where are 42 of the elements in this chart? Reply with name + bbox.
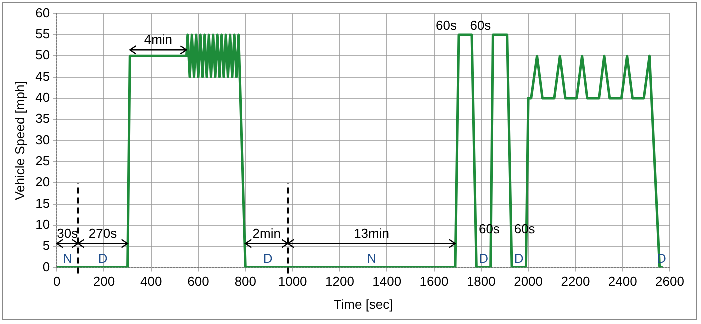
annotation: 30s [57, 226, 79, 241]
x-tick-label: 2200 [561, 274, 590, 290]
x-tick-label: 1800 [466, 274, 496, 290]
annotation: N [367, 250, 376, 266]
y-tick-label: 30 [36, 132, 50, 148]
x-tick-label: 1400 [372, 274, 402, 290]
x-tick-label: 200 [93, 274, 116, 290]
y-tick-label: 15 [36, 196, 50, 211]
x-tick-label: 2000 [514, 274, 544, 290]
y-tick-label: 60 [36, 5, 50, 20]
annotation: 60s [436, 18, 458, 34]
x-tick-label: 1000 [278, 274, 308, 290]
annotation: D [514, 250, 524, 266]
x-tick-label: 400 [140, 274, 162, 290]
annotation: 4min [144, 32, 173, 48]
x-tick-label: 1200 [325, 274, 354, 290]
annotation: D [479, 250, 488, 266]
y-tick-label: 25 [36, 154, 50, 169]
y-tick-label: 45 [36, 68, 50, 84]
x-tick-label: 2400 [608, 274, 638, 290]
x-tick-label: 600 [188, 274, 210, 290]
x-tick-label: 2600 [656, 274, 684, 290]
y-tick-label: 10 [36, 217, 50, 232]
x-axis-title: Time [sec] [334, 296, 394, 312]
x-tick-label: 0 [53, 274, 61, 290]
annotation: 2min [252, 226, 281, 241]
y-tick-label: 55 [36, 26, 50, 42]
y-tick-label: 20 [36, 174, 50, 190]
annotation: 60s [470, 18, 492, 34]
x-tick-label: 1600 [420, 274, 449, 290]
annotation: 13min [354, 226, 390, 241]
y-tick-label: 5 [42, 238, 50, 254]
y-tick-label: 50 [36, 48, 50, 63]
annotation: N [62, 250, 72, 266]
y-tick-label: 35 [36, 111, 50, 126]
x-tick-label: 800 [234, 274, 257, 290]
annotation: D [98, 250, 108, 266]
y-axis-title: Vehicle Speed [mph] [12, 81, 28, 200]
annotation: 270s [88, 226, 118, 241]
annotation: D [263, 250, 273, 266]
y-tick-label: 0 [42, 259, 50, 274]
y-tick-label: 40 [36, 90, 50, 106]
